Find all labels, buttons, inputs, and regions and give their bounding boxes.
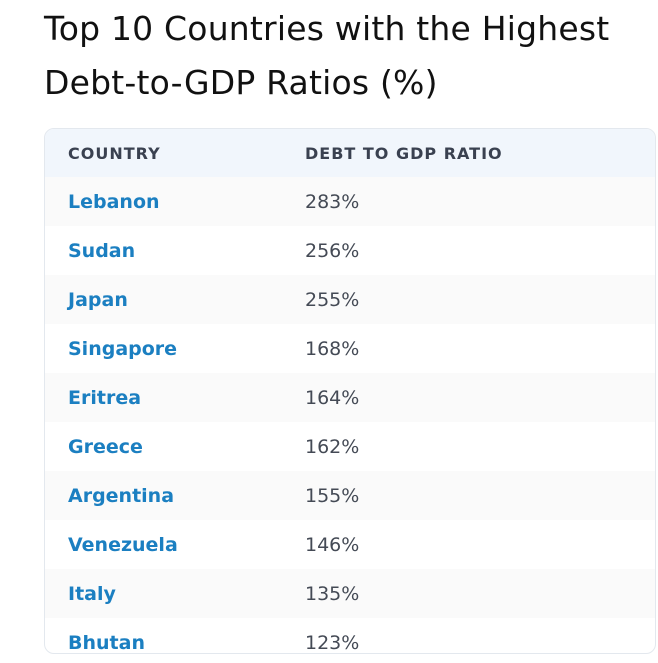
ratio-cell: 146% xyxy=(305,533,360,556)
table-row: Bhutan 123% xyxy=(45,618,655,654)
ratio-cell: 256% xyxy=(305,239,360,262)
ratio-cell: 164% xyxy=(305,386,360,409)
table-row: Lebanon 283% xyxy=(45,177,655,226)
column-header: DEBT TO GDP RATIO xyxy=(305,143,503,163)
page-title: Top 10 Countries with the Highest Debt-t… xyxy=(44,9,610,102)
country-cell: Bhutan xyxy=(68,631,145,654)
country-cell: Argentina xyxy=(68,484,175,507)
table-row: Japan 255% xyxy=(45,275,655,324)
table-row: Argentina 155% xyxy=(45,471,655,520)
table-row: Venezuela 146% xyxy=(45,520,655,569)
column-header: COUNTRY xyxy=(68,143,161,163)
country-cell: Greece xyxy=(68,435,143,458)
table-row: Greece 162% xyxy=(45,422,655,471)
table-row: Singapore 168% xyxy=(45,324,655,373)
country-cell: Singapore xyxy=(68,337,178,360)
table-row: Sudan 256% xyxy=(45,226,655,275)
ratio-cell: 283% xyxy=(305,190,360,213)
country-cell: Venezuela xyxy=(68,533,178,556)
table-row: Italy 135% xyxy=(45,569,655,618)
ratio-cell: 255% xyxy=(305,288,360,311)
ratio-cell: 155% xyxy=(305,484,360,507)
ratio-cell: 135% xyxy=(305,582,360,605)
country-cell: Eritrea xyxy=(68,386,142,409)
country-cell: Lebanon xyxy=(68,190,160,213)
ratio-cell: 162% xyxy=(305,435,360,458)
country-cell: Sudan xyxy=(68,239,136,262)
table-row: Eritrea 164% xyxy=(45,373,655,422)
table-header: COUNTRY DEBT TO GDP RATIO xyxy=(45,129,655,177)
ratio-cell: 123% xyxy=(305,631,360,654)
table-body: Lebanon 283% Sudan 256% Japan 255% Singapore 16… xyxy=(45,177,655,654)
ratio-cell: 168% xyxy=(305,337,360,360)
table: COUNTRY DEBT TO GDP RATIO Lebanon 283% Sud… xyxy=(44,128,656,654)
country-cell: Japan xyxy=(68,288,128,311)
country-cell: Italy xyxy=(68,582,116,605)
